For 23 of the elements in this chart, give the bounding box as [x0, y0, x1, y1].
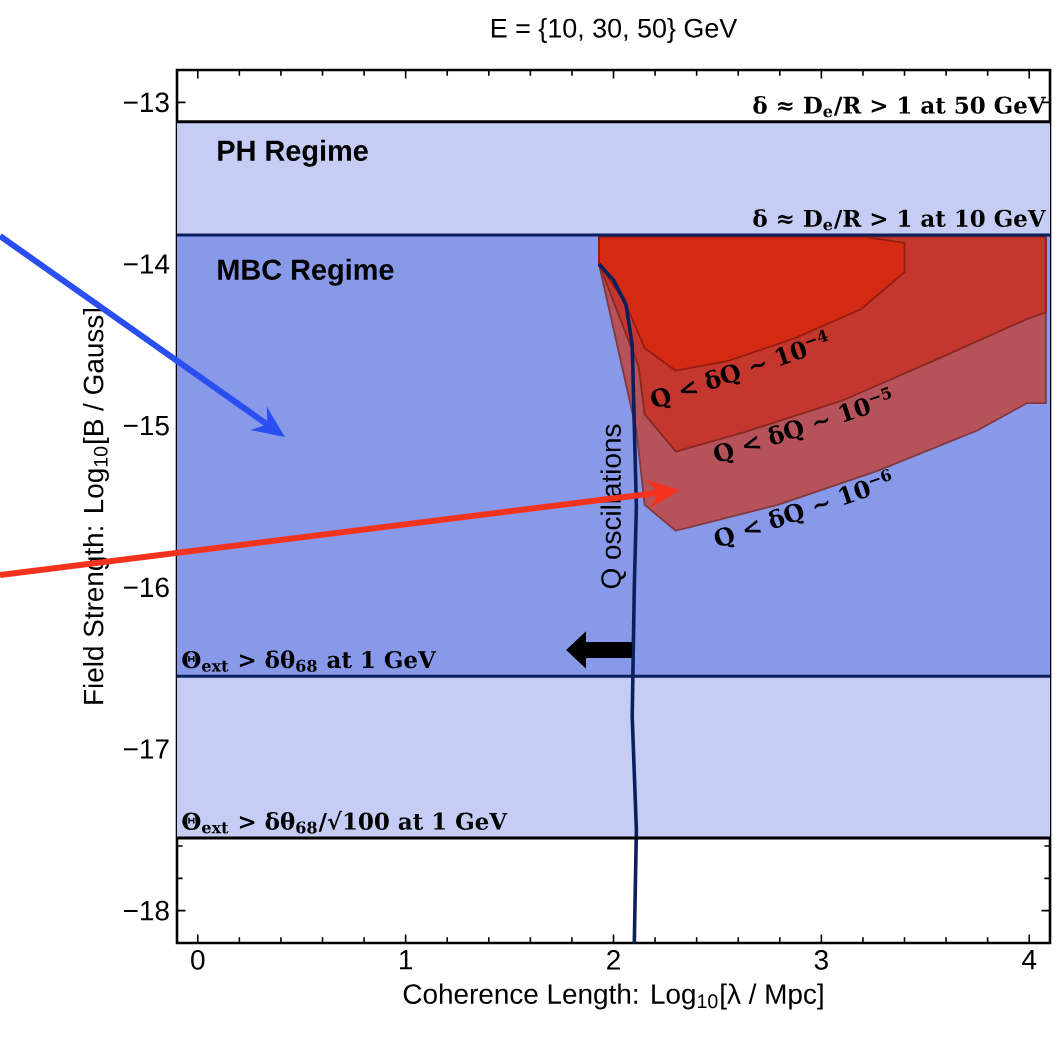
y-tick-label: −17	[124, 739, 169, 759]
y-tick-label: −13	[124, 92, 169, 113]
x-tick-label: 0	[191, 950, 205, 970]
x-tick-label: 3	[814, 950, 828, 970]
y-axis-title: Field Strength: Log$_{10}$[B / Gauss]	[82, 309, 109, 704]
ref-line-label: Θ$_{ext}$ > δθ$_{68}$/√100 at 1 GeV	[182, 810, 508, 834]
y-tick-label: −14	[124, 254, 170, 274]
x-axis-title: Coherence Length: Log$_{10}$[λ / Mpc]	[403, 983, 823, 1010]
ref-line-label: Θ$_{ext}$ > δθ$_{68}$ at 1 GeV	[182, 650, 437, 672]
y-tick-label: −18	[124, 900, 169, 921]
ref-line-label: δ ≈ D$_{e}$/R > 1 at 50 GeV	[753, 95, 1046, 118]
text: Q < δQ ~ 10$^{−4}$	[651, 329, 829, 409]
x-tick-label: 4	[1022, 950, 1037, 970]
ref-line-label: δ ≈ D$_{e}$/R > 1 at 10 GeV	[753, 209, 1046, 231]
text: Q oscillations	[600, 424, 626, 589]
band-label: MBC Regime	[218, 258, 394, 286]
y-tick-label: −16	[124, 577, 169, 598]
text: Q < δQ ~ 10$^{−6}$	[714, 468, 892, 548]
x-tick-label: 1	[400, 950, 413, 970]
band-label: PH Regime	[218, 139, 368, 167]
chart-title: E = {10, 30, 50} GeV	[491, 17, 738, 44]
x-tick-label: 2	[607, 950, 620, 970]
y-tick-label: −15	[124, 415, 169, 436]
